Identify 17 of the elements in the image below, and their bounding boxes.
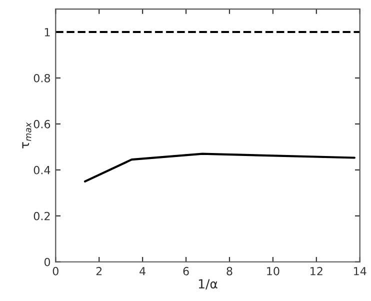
y-tick-label: 0.2	[34, 212, 50, 220]
y-tick-label: 0	[44, 258, 50, 266]
line-series	[84, 152, 356, 182]
x-tick-label: 4	[140, 267, 146, 276]
x-tick-label: 0	[52, 266, 58, 276]
y-tick-label: 0.4	[34, 166, 50, 174]
x-tick-label: 2	[96, 266, 102, 276]
y-tick-label: 1	[44, 28, 50, 36]
x-tick-label: 14	[354, 267, 366, 276]
y-axis-title: τ$_{max}$	[22, 122, 32, 148]
x-tick-label: 12	[310, 266, 322, 276]
x-axis-title: 1/α	[198, 279, 218, 290]
x-tick-label: 6	[183, 266, 189, 276]
x-tick-label: 10	[267, 266, 280, 276]
x-tick-label: 8	[226, 266, 232, 276]
y-tick-label: 0.8	[34, 74, 50, 82]
y-tick-label: 0.6	[34, 120, 50, 128]
